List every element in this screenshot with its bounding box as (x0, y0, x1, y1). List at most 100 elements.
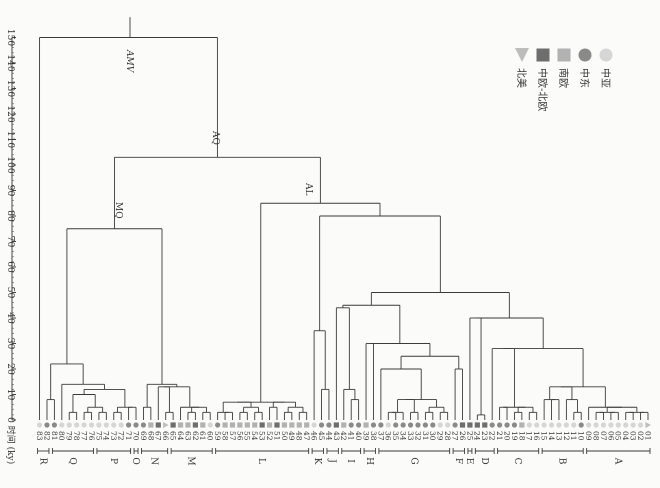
leaf-id-label: 47 (302, 431, 311, 441)
leaf-marker-square (244, 422, 250, 428)
leaf-marker-circle (59, 422, 65, 428)
leaf-id-label: 46 (310, 431, 319, 441)
leaf-marker-square (459, 422, 466, 428)
legend-marker-circle (599, 48, 613, 62)
leaf-marker-circle (578, 422, 584, 428)
legend-marker-triangle (515, 48, 529, 62)
leaf-marker-square (252, 422, 258, 428)
cluster-label: Q (67, 457, 77, 464)
leaf-marker-square (363, 422, 369, 428)
leaf-marker-square (148, 422, 154, 428)
legend-marker-square (536, 48, 550, 62)
leaf-id-label: 79 (65, 431, 74, 441)
leaf-id-label: 13 (554, 431, 563, 441)
leaf-marker-circle (630, 422, 636, 428)
leaf-marker-square (185, 422, 191, 428)
leaf-marker-circle (111, 422, 117, 428)
cluster-label: L (256, 458, 266, 464)
axis-tick-label: 10 (5, 389, 15, 401)
leaf-id-label: 33 (406, 431, 415, 441)
leaf-marker-circle (133, 422, 139, 428)
leaf-marker-circle (318, 422, 325, 428)
cluster-label: D (479, 457, 489, 464)
leaf-id-label: 01 (643, 431, 652, 441)
leaf-id-label: 08 (591, 431, 600, 441)
cluster-label: F (453, 458, 463, 464)
leaf-id-label: 05 (614, 431, 623, 441)
leaf-id-label: 56 (235, 431, 244, 441)
leaf-id-label: 16 (532, 431, 541, 441)
leaf-marker-circle (637, 422, 644, 428)
leaf-marker-circle (437, 422, 443, 428)
legend-label: 北美 (515, 68, 528, 88)
leaf-marker-square (467, 422, 473, 428)
leaf-marker-square (296, 422, 302, 428)
cluster-label: O (130, 457, 140, 464)
leaf-id-label: 29 (436, 431, 445, 441)
leaf-id-label: 76 (87, 431, 96, 441)
cluster-label: N (149, 457, 159, 465)
leaf-marker-square (274, 422, 280, 428)
leaf-marker-circle (489, 422, 495, 428)
leaf-marker-circle (407, 422, 414, 428)
axis-tick-label: 60 (5, 261, 15, 273)
leaf-id-label: 17 (525, 431, 534, 441)
leaf-marker-circle (534, 422, 540, 428)
leaf-id-label: 43 (332, 431, 341, 441)
leaf-id-label: 60 (206, 431, 215, 441)
leaf-id-label: 35 (391, 431, 400, 441)
leaf-marker-circle (593, 422, 599, 428)
leaf-marker-circle (415, 422, 421, 428)
leaf-marker-square (259, 422, 265, 428)
cluster-label: C (512, 458, 522, 465)
leaf-marker-circle (51, 422, 58, 428)
leaf-id-label: 26 (458, 431, 467, 441)
leaf-id-label: 82 (42, 431, 51, 441)
leaf-marker-square (519, 422, 525, 428)
leaf-marker-circle (326, 422, 332, 428)
cluster-label: R (37, 458, 47, 465)
leaf-id-label: 55 (243, 431, 252, 441)
leaf-id-label: 74 (102, 431, 111, 441)
cluster-label: G (408, 457, 418, 464)
leaf-marker-square (333, 422, 339, 428)
leaf-marker-circle (511, 422, 518, 428)
leaf-id-label: 53 (258, 431, 267, 441)
leaf-marker-circle (571, 422, 577, 428)
leaf-marker-circle (44, 422, 50, 428)
leaf-id-label: 41 (347, 431, 356, 441)
leaf-id-label: 61 (198, 431, 207, 441)
leaf-id-label: 09 (584, 431, 593, 441)
leaf-id-label: 28 (443, 431, 452, 441)
cluster-label: E (464, 458, 474, 465)
leaf-marker-circle (36, 422, 43, 428)
legend-marker-square (557, 48, 571, 62)
leaf-marker-circle (393, 422, 399, 428)
leaf-marker-circle (445, 422, 451, 428)
leaf-marker-circle (497, 422, 503, 428)
leaf-marker-square (170, 422, 176, 428)
leaf-marker-circle (422, 422, 428, 428)
leaf-marker-circle (118, 422, 124, 428)
leaf-id-label: 49 (287, 431, 296, 441)
cluster-label: H (364, 457, 374, 465)
leaf-id-label: 12 (562, 431, 571, 441)
leaf-marker-circle (600, 422, 607, 428)
leaf-markers: 0102030405060708091011121314151617181920… (35, 422, 652, 441)
cluster-label: P (108, 458, 118, 464)
leaf-marker-circle (504, 422, 510, 428)
leaf-id-label: 58 (220, 431, 229, 441)
leaf-marker-circle (96, 422, 102, 428)
axis-tick-label: 0 (5, 417, 15, 423)
node-label-amv: AMV (124, 49, 134, 74)
leaf-id-label: 10 (577, 431, 586, 441)
leaf-id-label: 68 (146, 431, 155, 441)
node-labels: AMV AQ MQ AL (113, 49, 313, 219)
leaf-id-label: 32 (413, 431, 422, 441)
leaf-id-label: 52 (265, 431, 274, 441)
leaf-marker-circle (140, 422, 147, 428)
leaf-id-label: 19 (510, 431, 519, 441)
leaf-marker-square (289, 422, 295, 428)
leaf-marker-circle (207, 422, 213, 428)
